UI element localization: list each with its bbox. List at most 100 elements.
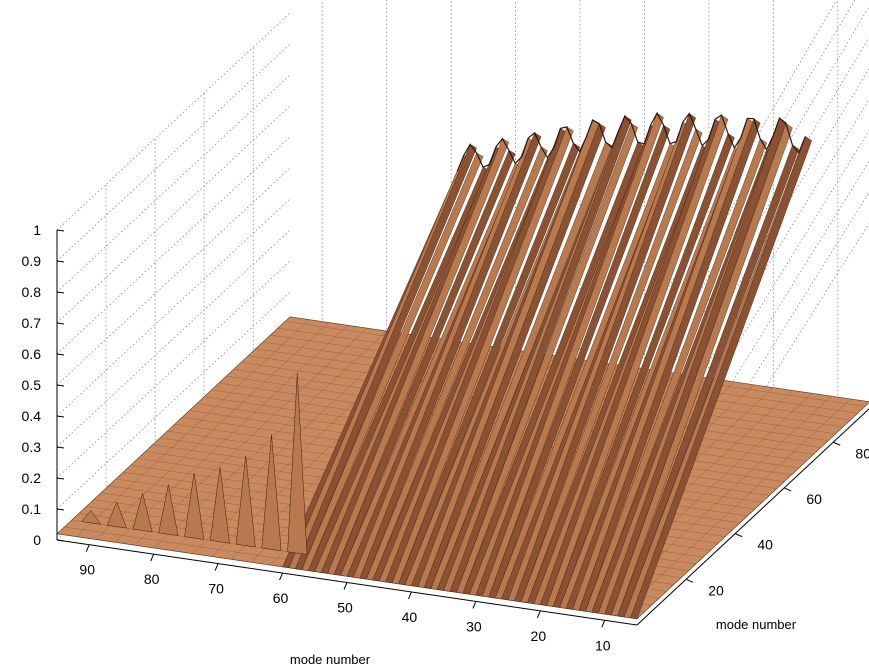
z-tick-label: 0 [33, 532, 41, 548]
x-tick-mark [472, 601, 477, 609]
mesh-line [76, 319, 310, 537]
edge-peak [235, 455, 256, 548]
x-axis-title: mode number [290, 652, 371, 667]
ridge-strip [424, 123, 606, 589]
ridge-strip [391, 126, 574, 585]
ridge-strip [359, 132, 542, 580]
z-gridline [56, 260, 291, 479]
mesh-line [617, 398, 851, 617]
x-tick-mark [536, 610, 541, 619]
ridge-strip [366, 146, 548, 581]
z-gridline [56, 229, 291, 448]
ridge-strip [578, 118, 761, 612]
ridge-strip [449, 115, 632, 593]
x-tick-label: 50 [337, 600, 353, 616]
z-gridline [56, 74, 291, 293]
edge-peak [158, 484, 179, 536]
x-tick-mark [407, 591, 412, 600]
ridge-strip [295, 144, 477, 570]
wall-gridline [648, 67, 869, 434]
mesh-line [248, 355, 829, 441]
edge-peak [287, 373, 308, 555]
z-tick-label: 0.7 [22, 315, 42, 331]
y-tick-mark [685, 578, 694, 583]
x-tick-mark [279, 572, 284, 581]
z-tick-label: 0.1 [22, 501, 42, 517]
edge-peak [209, 467, 230, 544]
x-tick-label: 10 [595, 637, 611, 653]
z-tick-mark [56, 477, 65, 480]
edge-peak [261, 434, 282, 552]
edge-peak [106, 501, 127, 529]
z-tick-label: 0.4 [22, 408, 42, 424]
x-tick-mark [150, 553, 155, 562]
z-tick-label: 0.8 [22, 284, 42, 300]
x-tick-mark [601, 620, 606, 628]
ridge-strip [617, 144, 800, 618]
mesh-line [636, 402, 869, 619]
z-tick-mark [56, 322, 65, 325]
ridge-strip [456, 123, 638, 594]
ridge-strip [333, 149, 516, 576]
x-tick-label: 20 [531, 628, 547, 644]
ridge-strip [488, 124, 671, 599]
mesh-line [233, 369, 814, 455]
z-tick-label: 0.5 [22, 377, 42, 393]
z-tick-mark [56, 415, 65, 418]
edge-peak [80, 510, 102, 525]
z-tick-label: 0.9 [22, 253, 42, 269]
y-tick-label: 60 [806, 491, 822, 507]
ridge-strip [630, 136, 812, 620]
y-tick-mark [833, 441, 841, 446]
z-tick-mark [56, 384, 65, 387]
z-gridline [56, 12, 291, 231]
mesh-line [56, 316, 291, 534]
y-tick-label: 80 [855, 445, 869, 461]
z-gridline [56, 105, 291, 324]
ridge-strip [327, 138, 510, 575]
z-tick-mark [56, 446, 65, 449]
mesh-line [114, 325, 349, 543]
x-tick-label: 90 [79, 562, 95, 578]
ridge-strip [301, 152, 484, 571]
z-gridline [56, 167, 291, 386]
ridge-strip [514, 113, 696, 603]
surface-layer [56, 111, 869, 620]
edge-peak [132, 492, 153, 533]
z-tick-label: 0.2 [22, 470, 42, 486]
ridge-strip [585, 138, 767, 613]
ridge-strip [482, 112, 664, 598]
z-gridline [56, 291, 291, 510]
z-tick-mark [56, 260, 65, 263]
ridge-strip [430, 141, 613, 590]
y-tick-mark [734, 533, 743, 538]
y-axis-title: mode number [716, 617, 797, 632]
ridge-top [456, 111, 806, 172]
y-tick-label: 20 [708, 582, 724, 598]
x-tick-mark [343, 582, 348, 590]
ridge-strip [604, 117, 787, 616]
ridge-strip [552, 133, 735, 608]
z-gridline [56, 43, 291, 262]
x-tick-label: 30 [466, 618, 482, 634]
ridge-strip [610, 123, 793, 617]
z-gridline [56, 136, 291, 355]
x-tick-label: 80 [144, 571, 160, 587]
x-tick-label: 60 [273, 590, 289, 606]
ridge-strip [398, 142, 580, 586]
tick-layer: 0 0.1 0.2 0.3 0.4 0.5 0.6 0.7 0.8 0.9 1 90 80 70 60 50 4… [22, 222, 869, 653]
z-tick-label: 0.3 [22, 439, 42, 455]
z-tick-mark [56, 508, 65, 511]
z-tick-mark [56, 229, 65, 232]
edge-peak [184, 472, 205, 540]
x-tick-label: 70 [208, 581, 224, 597]
ridge-strip [546, 114, 729, 607]
mesh-line [172, 333, 407, 551]
ridge-strip [520, 128, 703, 603]
y-tick-label: 40 [757, 537, 773, 553]
y-tick-mark [783, 487, 792, 492]
mesh-line [95, 322, 329, 540]
x-tick-mark [214, 563, 219, 571]
